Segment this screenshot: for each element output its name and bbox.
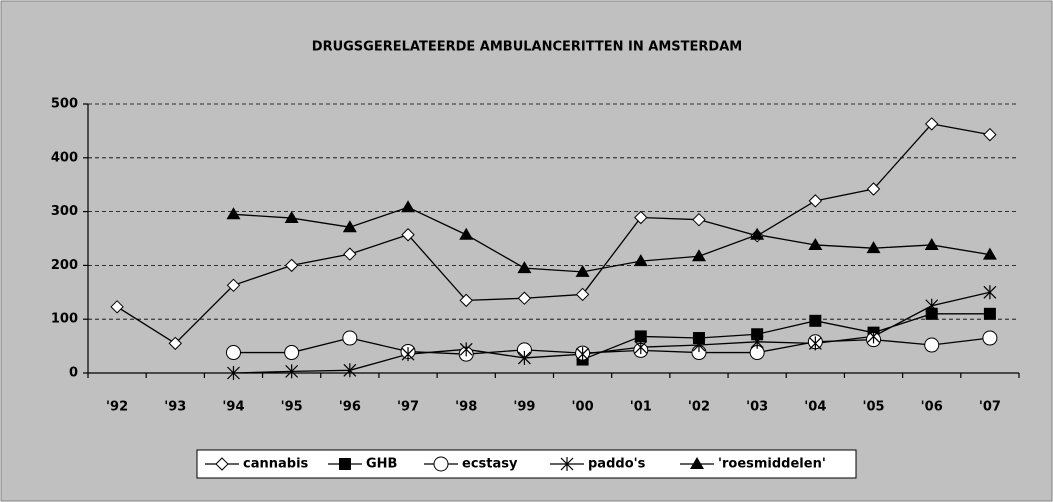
series-line — [116, 123, 991, 345]
marker — [401, 200, 416, 213]
x-tick-label: '02 — [688, 400, 710, 415]
marker — [517, 291, 532, 305]
marker — [808, 336, 822, 351]
series-line — [582, 313, 990, 361]
y-tick-label: 400 — [51, 150, 78, 165]
x-tick-label: '94 — [222, 400, 244, 415]
marker — [459, 227, 474, 240]
marker — [750, 227, 765, 240]
marker — [982, 247, 997, 260]
marker — [809, 314, 822, 327]
marker — [924, 237, 939, 250]
marker — [227, 366, 240, 380]
marker — [433, 456, 449, 472]
x-tick-label: '05 — [862, 400, 884, 415]
marker — [459, 293, 473, 308]
y-tick-label: 500 — [51, 97, 78, 112]
marker — [168, 336, 182, 351]
marker — [226, 207, 241, 220]
marker — [342, 220, 357, 233]
x-tick-label: '96 — [339, 400, 361, 415]
y-tick-label: 300 — [51, 204, 78, 219]
marker — [750, 334, 764, 349]
marker — [692, 338, 706, 353]
legend-box — [196, 449, 857, 479]
x-tick-label: '93 — [164, 400, 186, 415]
series-line — [233, 206, 991, 273]
marker — [692, 212, 706, 227]
marker — [517, 350, 531, 365]
marker — [560, 457, 574, 471]
marker — [575, 287, 590, 302]
x-tick-label: '00 — [572, 400, 594, 415]
marker — [866, 241, 881, 254]
chart-title: DRUGSGERELATEERDE AMBULANCERITTEN IN AMS… — [312, 40, 742, 55]
marker — [751, 328, 764, 341]
marker — [284, 258, 299, 273]
x-tick-label: '03 — [746, 400, 768, 415]
legend-label: ecstasy — [462, 457, 518, 472]
series-line — [233, 337, 990, 355]
marker — [342, 330, 358, 346]
x-tick-label: '98 — [455, 400, 477, 415]
marker — [215, 457, 229, 471]
marker — [576, 347, 590, 362]
marker — [925, 117, 939, 131]
marker — [401, 347, 415, 362]
x-tick-label: '01 — [630, 400, 652, 415]
marker — [343, 363, 357, 378]
marker — [225, 345, 241, 361]
x-tick-label: '97 — [397, 400, 419, 415]
y-tick-label: 0 — [69, 366, 78, 381]
x-tick-label: '04 — [804, 400, 826, 415]
marker — [925, 298, 939, 313]
marker — [634, 340, 648, 355]
legend-label: 'roesmiddelen' — [718, 457, 826, 472]
x-tick-label: '06 — [921, 400, 943, 415]
marker — [808, 237, 823, 250]
marker — [982, 330, 998, 346]
series-line — [233, 291, 991, 374]
x-tick-label: '95 — [281, 400, 303, 415]
marker — [925, 307, 938, 320]
marker — [284, 211, 299, 224]
legend-label: GHB — [366, 457, 397, 472]
legend-label: paddo's — [588, 457, 646, 472]
marker — [690, 457, 704, 469]
marker — [401, 228, 415, 242]
marker — [634, 210, 648, 225]
marker — [983, 307, 996, 320]
marker — [983, 285, 997, 300]
marker — [634, 330, 647, 343]
marker — [459, 342, 473, 357]
marker — [339, 458, 351, 470]
x-tick-label: '99 — [513, 400, 535, 415]
y-tick-label: 100 — [51, 312, 78, 327]
marker — [808, 194, 823, 208]
marker — [575, 264, 590, 277]
legend-label: cannabis — [243, 457, 309, 472]
marker — [343, 247, 357, 261]
y-tick-label: 200 — [51, 258, 78, 273]
marker — [517, 261, 532, 274]
x-tick-label: '07 — [979, 400, 1001, 415]
marker — [285, 364, 299, 379]
x-tick-label: '92 — [106, 400, 128, 415]
marker — [633, 254, 648, 267]
marker — [226, 278, 241, 293]
marker — [110, 300, 124, 314]
marker — [691, 249, 706, 262]
marker — [924, 337, 940, 353]
marker — [983, 127, 997, 142]
marker — [866, 182, 881, 196]
marker — [284, 345, 300, 361]
marker — [867, 329, 880, 344]
